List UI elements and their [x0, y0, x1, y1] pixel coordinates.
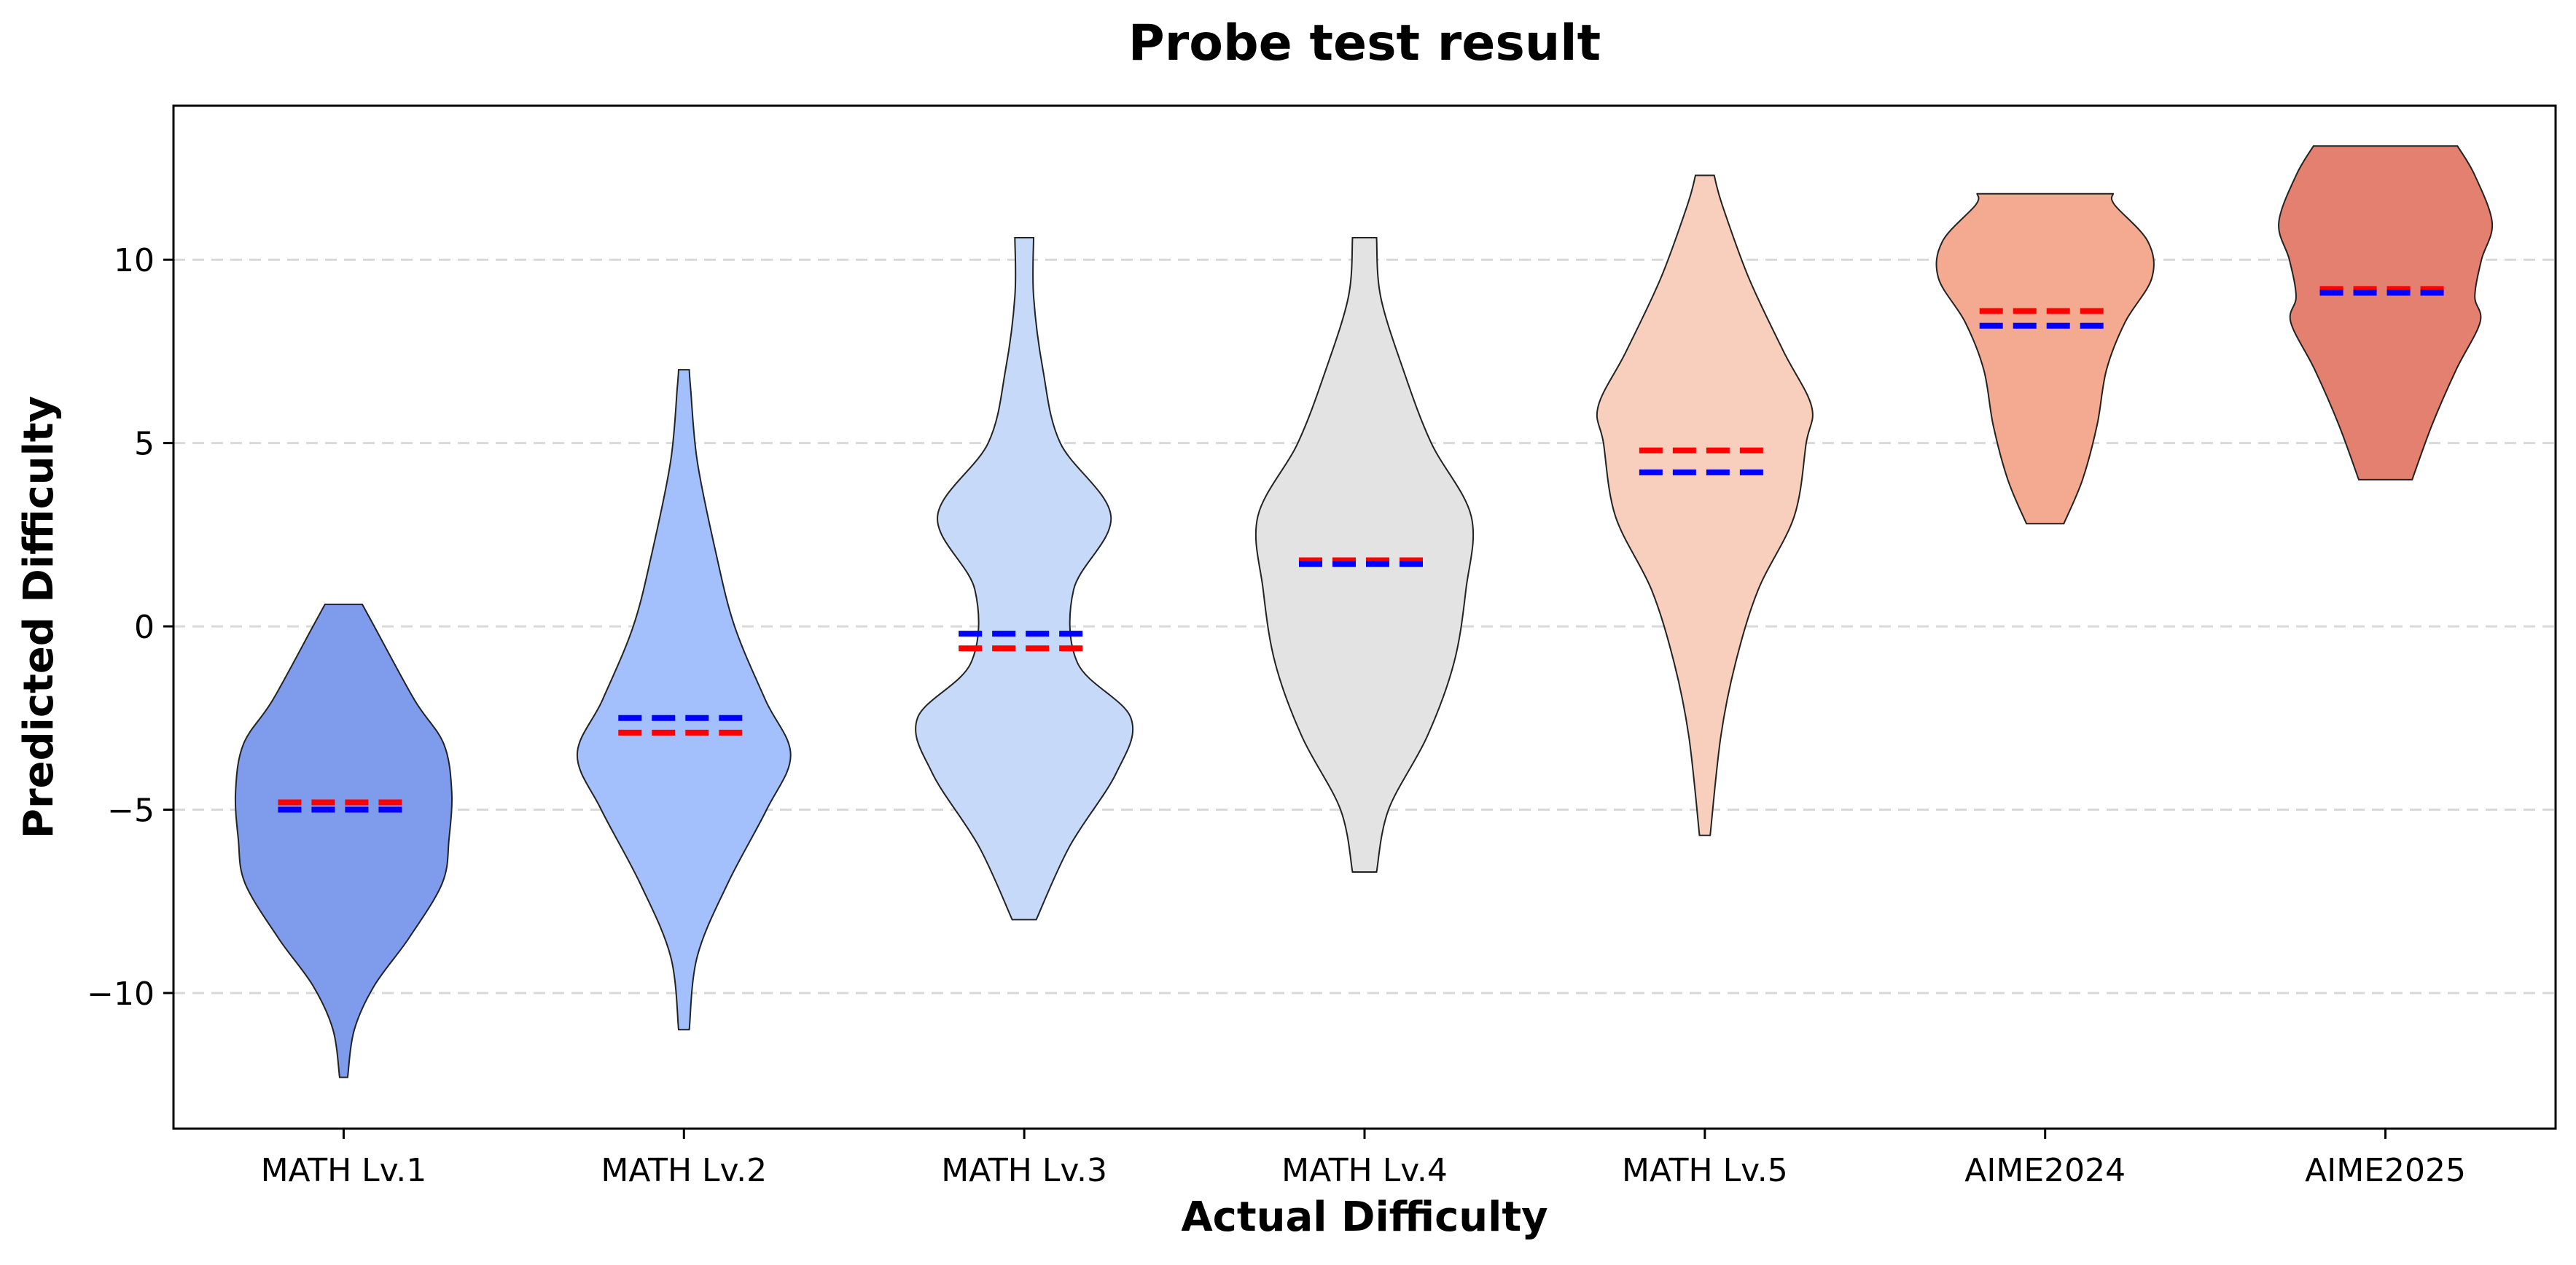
violin-math-lv-5 — [1596, 174, 1814, 836]
x-tick-label: AIME2025 — [2305, 1152, 2466, 1189]
mean-median-lines — [278, 286, 2451, 813]
violin-math-lv-3 — [915, 237, 1134, 921]
y-tick-label: −10 — [87, 976, 155, 1013]
y-tick-label: 10 — [114, 242, 155, 279]
violin-math-lv-2 — [576, 369, 792, 1031]
x-tick-label: MATH Lv.3 — [941, 1152, 1107, 1189]
x-tick-label: AIME2024 — [1964, 1152, 2126, 1189]
violin-math-lv-1 — [234, 603, 453, 1078]
violin-math-lv-4 — [1254, 237, 1475, 873]
x-tick-label: MATH Lv.4 — [1281, 1152, 1448, 1189]
y-axis-label: Predicted Difficulty — [15, 396, 63, 838]
violin-aime2025 — [2278, 145, 2494, 480]
x-axis-label: Actual Difficulty — [1181, 1194, 1547, 1241]
y-tick-label: 0 — [134, 609, 155, 646]
violins — [234, 145, 2494, 1078]
chart-title: Probe test result — [1128, 15, 1601, 72]
x-tick-label: MATH Lv.1 — [261, 1152, 427, 1189]
x-tick-label: MATH Lv.5 — [1622, 1152, 1788, 1189]
y-tick-label: −5 — [107, 793, 155, 830]
axes: −10 −5 0 5 10 MATH Lv.1 MATH Lv.2 MATH Lv.3 MATH… — [87, 242, 2466, 1189]
violin-aime2024 — [1935, 192, 2155, 525]
y-tick-label: 5 — [134, 426, 155, 463]
x-tick-label: MATH Lv.2 — [601, 1152, 767, 1189]
